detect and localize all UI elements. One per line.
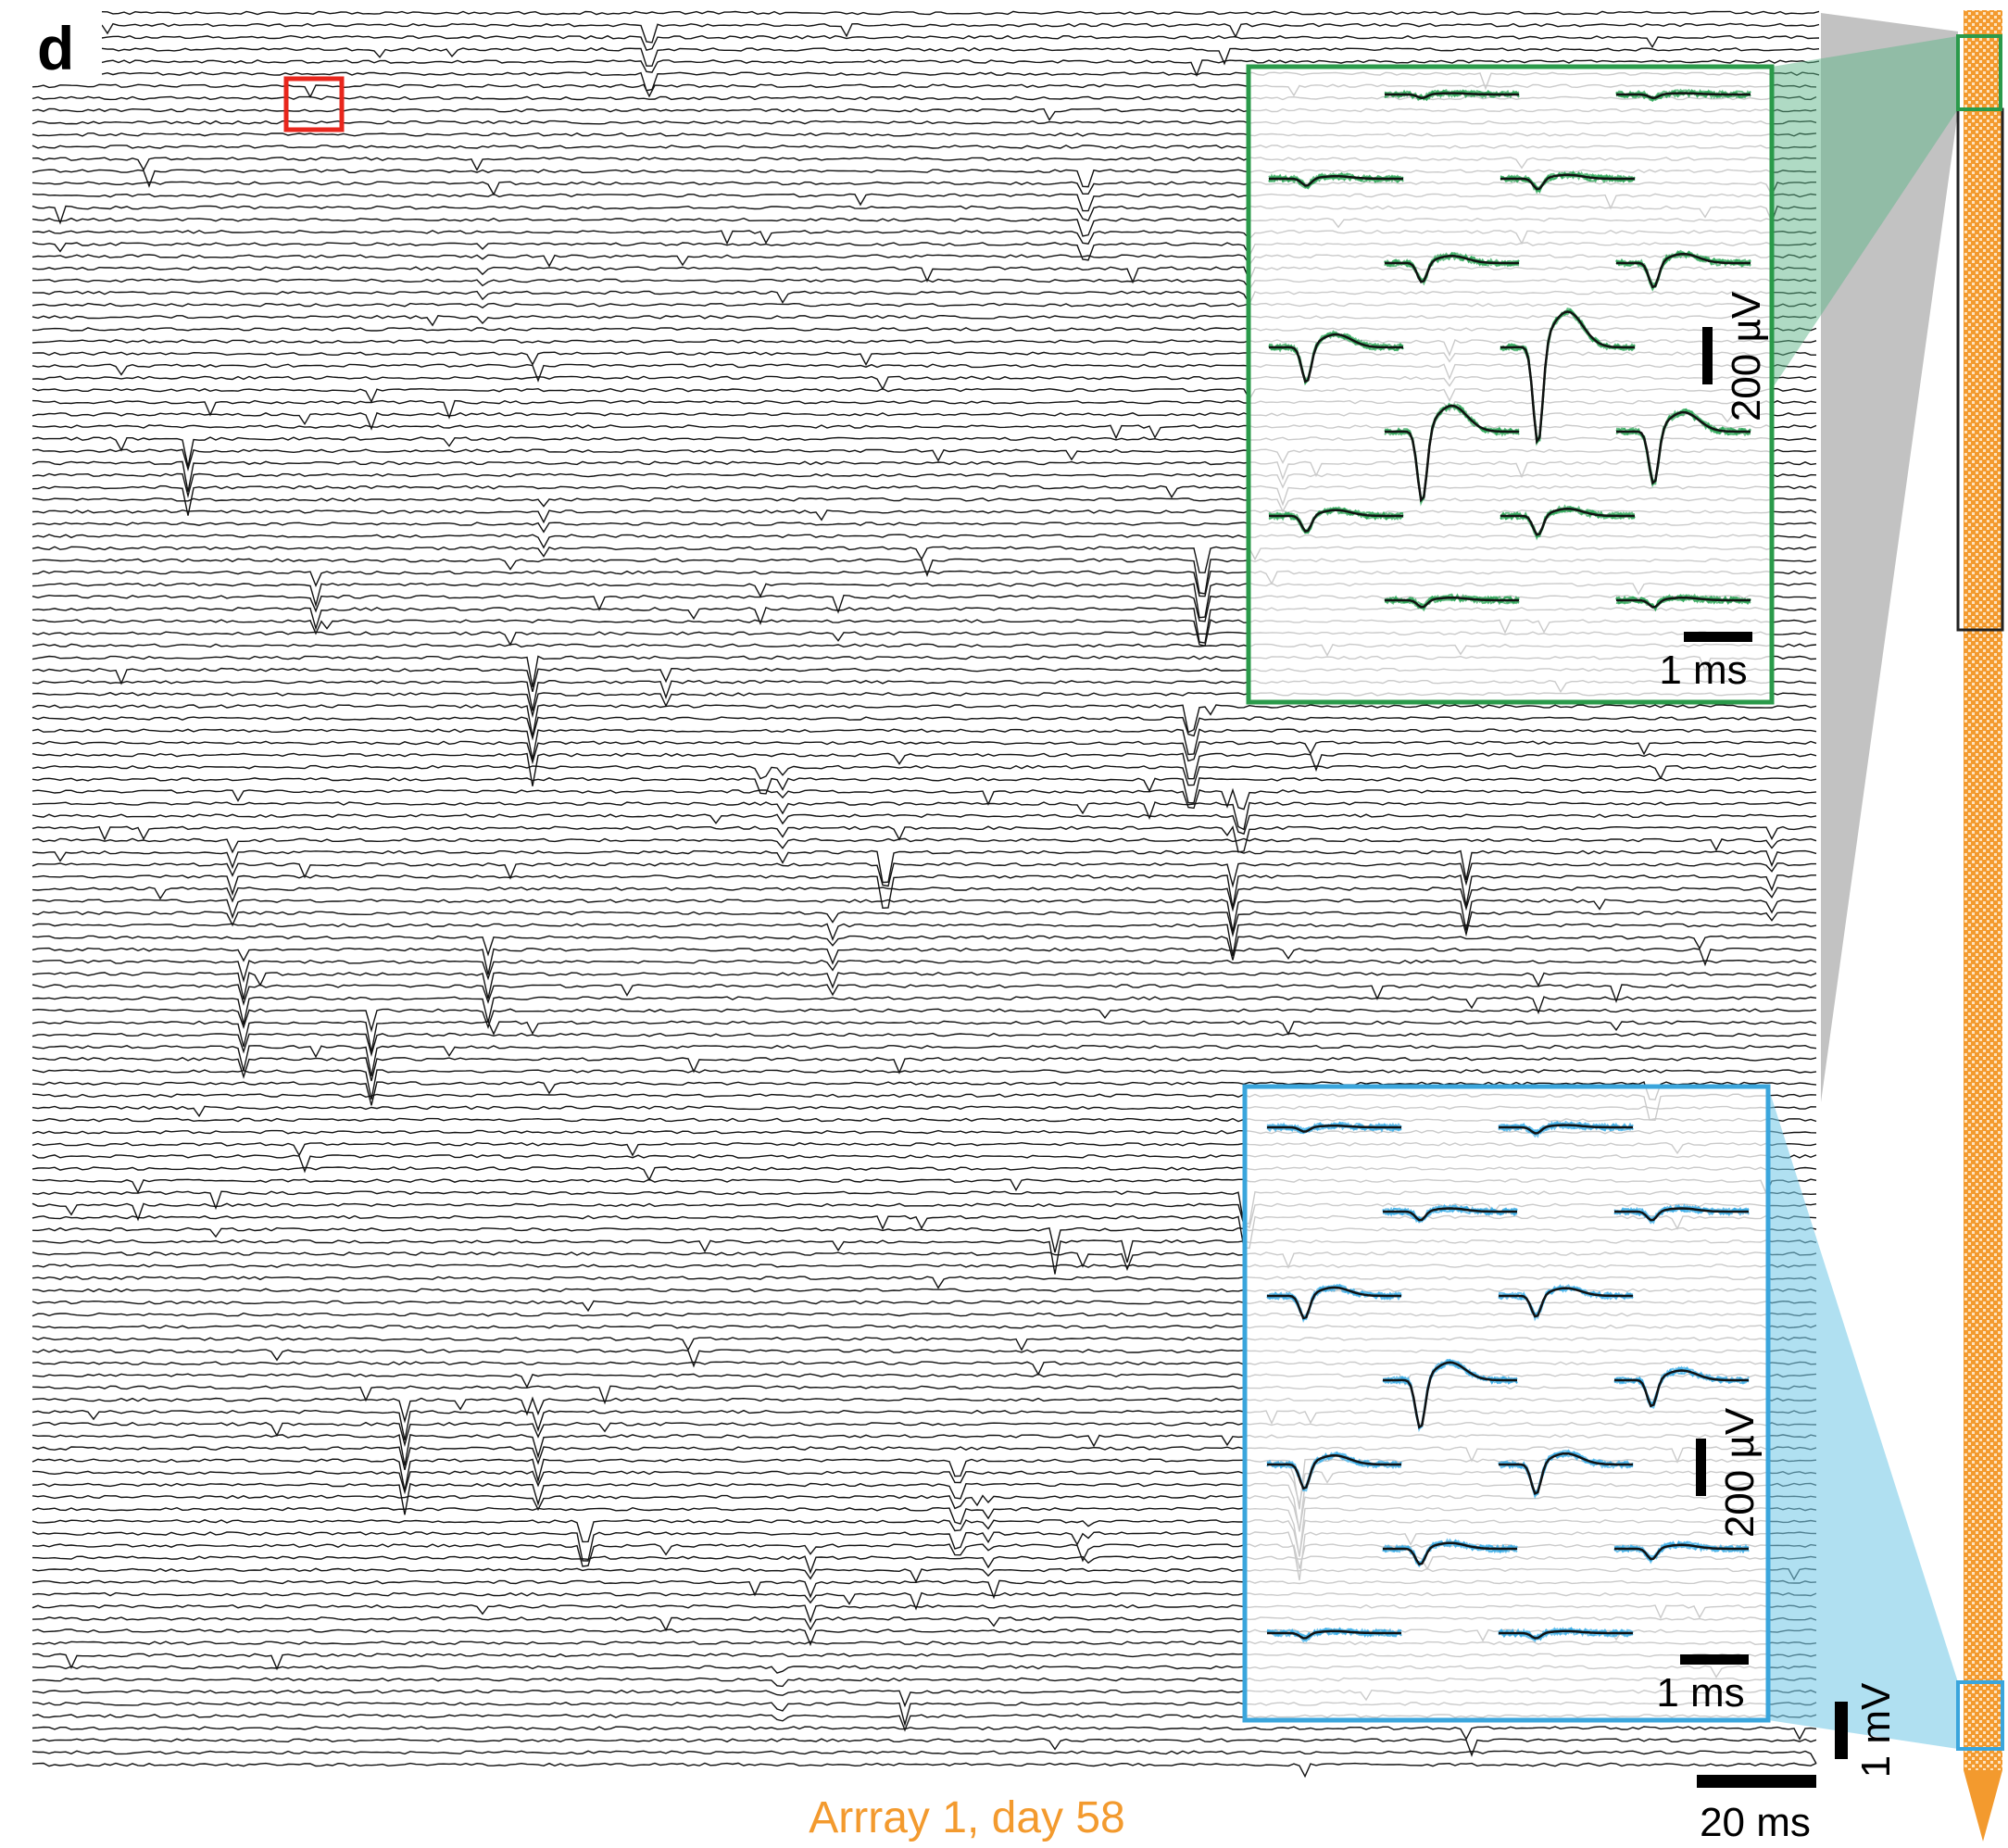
voltage-scale-bar	[1835, 1702, 1848, 1759]
trace	[32, 863, 1816, 886]
scale-bar	[1684, 632, 1752, 642]
trace	[32, 1763, 1816, 1776]
trace	[32, 838, 1816, 852]
trace	[32, 1727, 1816, 1740]
inset-frame	[1249, 67, 1772, 702]
scale-bar	[1680, 1654, 1749, 1665]
trace	[32, 705, 1816, 737]
trace	[32, 717, 1816, 738]
probe-tip	[1964, 1770, 2002, 1842]
trace	[32, 1751, 1816, 1764]
trace	[32, 754, 1816, 786]
trace	[32, 887, 1816, 910]
trace	[32, 1009, 1816, 1030]
scale-bar	[1696, 1439, 1706, 1496]
trace	[32, 911, 1816, 935]
trace	[102, 11, 1819, 14]
figure: d 200 µV 1 ms 200 µV 1 ms 20 ms 1 mV Arr…	[0, 0, 2008, 1848]
trace	[32, 875, 1816, 909]
trace	[102, 48, 1819, 66]
trace	[32, 766, 1816, 786]
inset-blue: 200 µV 1 ms	[1245, 1087, 1768, 1720]
voltage-scale-label: 1 mV	[1853, 1682, 1899, 1778]
trace	[32, 961, 1816, 981]
inset-frame	[1245, 1087, 1768, 1720]
scale-label: 200 µV	[1717, 1407, 1763, 1538]
trace	[32, 790, 1816, 810]
trace	[32, 1058, 1816, 1081]
trace	[102, 24, 1819, 43]
blue-wedge	[1768, 1087, 1958, 1749]
trace	[32, 899, 1816, 932]
scale-bar	[1702, 327, 1713, 384]
panel-label: d	[37, 14, 74, 82]
page: d 200 µV 1 ms 200 µV 1 ms 20 ms 1 mV Arr…	[0, 0, 2008, 1848]
scale-label: 1 ms	[1659, 647, 1747, 693]
trace	[32, 814, 1816, 834]
time-scale-bar	[1697, 1775, 1816, 1788]
trace	[32, 936, 1816, 960]
caption: Arrray 1, day 58	[809, 1793, 1124, 1842]
trace	[32, 924, 1816, 956]
time-scale-label: 20 ms	[1700, 1800, 1811, 1845]
scale-label: 200 µV	[1724, 291, 1769, 421]
trace	[32, 985, 1816, 1004]
scale-label: 1 ms	[1656, 1670, 1744, 1716]
probe-shank	[1964, 10, 2002, 1770]
trace	[32, 1034, 1816, 1055]
inset-green: 200 µV 1 ms	[1249, 67, 1772, 702]
trace	[32, 741, 1816, 762]
